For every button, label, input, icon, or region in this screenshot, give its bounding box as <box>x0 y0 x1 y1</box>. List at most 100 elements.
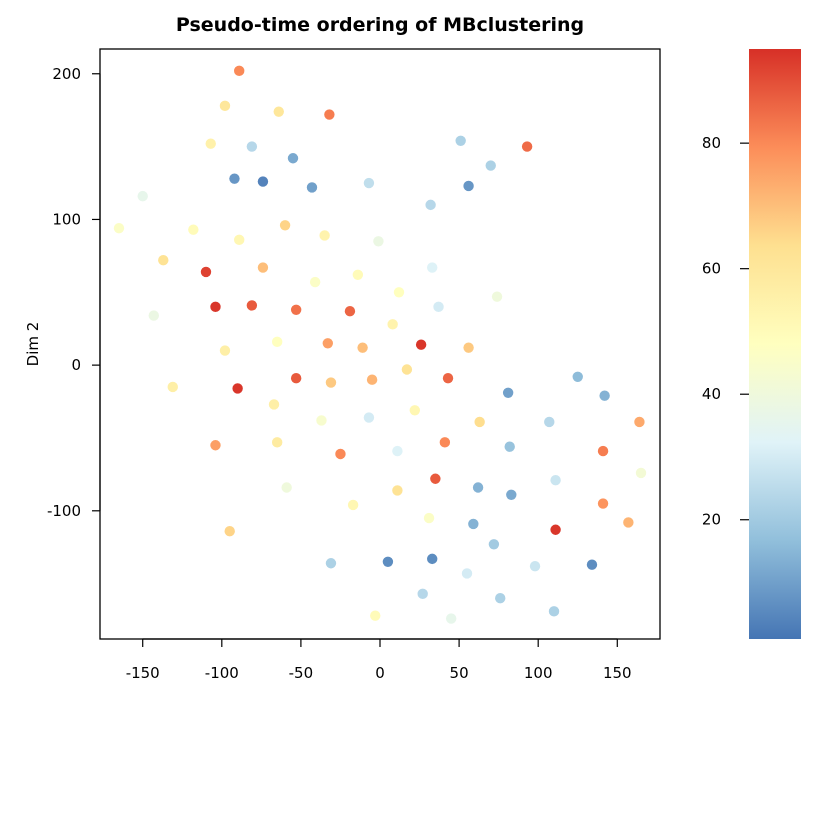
data-point <box>529 560 541 572</box>
data-point <box>387 319 398 330</box>
data-point <box>442 373 454 384</box>
data-point <box>306 182 318 193</box>
data-point <box>468 518 479 530</box>
data-points <box>113 65 647 624</box>
y-tick-label: 200 <box>52 65 81 83</box>
y-tick-label: 0 <box>71 356 81 374</box>
x-tick-label: 0 <box>375 664 385 682</box>
data-point <box>415 339 427 350</box>
data-point <box>268 399 280 410</box>
data-point <box>597 498 609 509</box>
data-point <box>200 266 212 278</box>
y-axis: -100 0 100 200 <box>47 65 101 520</box>
data-point <box>572 371 583 382</box>
data-point <box>347 499 359 511</box>
data-point <box>316 415 327 426</box>
data-point <box>287 153 299 164</box>
data-point <box>495 593 506 604</box>
data-point <box>210 440 221 451</box>
data-point <box>485 160 496 171</box>
data-point <box>392 445 403 457</box>
data-point <box>357 342 368 353</box>
colorbar-tick-label: 60 <box>702 260 721 278</box>
data-point <box>290 304 302 315</box>
data-point <box>635 467 647 479</box>
data-point <box>550 524 561 535</box>
data-point <box>335 448 346 460</box>
data-point <box>548 606 560 617</box>
data-point <box>219 100 231 112</box>
data-point <box>325 558 337 569</box>
data-point <box>427 262 438 273</box>
data-point <box>344 306 356 317</box>
data-point <box>167 381 178 393</box>
data-point <box>246 141 258 152</box>
colorbar-tick-label: 40 <box>702 385 721 403</box>
data-point <box>586 559 598 570</box>
y-axis-label: Dim 2 <box>24 322 42 367</box>
data-point <box>455 135 466 146</box>
data-point <box>229 173 240 184</box>
data-point <box>271 336 283 348</box>
data-point <box>373 236 384 247</box>
data-point <box>461 568 473 579</box>
data-point <box>634 416 645 428</box>
data-point <box>521 141 533 152</box>
colorbar <box>749 49 801 639</box>
x-tick-label: 100 <box>524 664 553 682</box>
data-point <box>205 138 216 149</box>
data-point <box>232 383 243 394</box>
data-point <box>502 387 514 399</box>
data-point <box>273 106 284 117</box>
data-point <box>363 177 375 189</box>
data-point <box>550 475 561 486</box>
data-point <box>423 512 435 524</box>
data-point <box>281 482 292 493</box>
data-point <box>363 412 375 423</box>
colorbar-tick-label: 80 <box>702 134 721 152</box>
data-point <box>430 473 441 484</box>
x-tick-label: -100 <box>205 664 239 682</box>
data-point <box>417 588 428 600</box>
colorbar-ticks: 20 40 60 80 <box>702 134 749 529</box>
data-point <box>401 364 413 375</box>
data-point <box>472 482 484 493</box>
data-point <box>463 342 474 353</box>
data-point <box>290 373 302 384</box>
data-point <box>188 224 199 235</box>
data-point <box>322 338 333 349</box>
data-point <box>158 255 169 266</box>
data-point <box>474 416 485 428</box>
data-point <box>219 345 231 356</box>
data-point <box>366 374 378 385</box>
data-point <box>425 199 436 211</box>
data-point <box>504 441 515 452</box>
data-point <box>325 377 337 388</box>
data-point <box>279 220 291 231</box>
y-tick-label: -100 <box>47 502 81 520</box>
data-point <box>148 310 159 321</box>
colorbar-tick-label: 20 <box>702 511 721 529</box>
data-point <box>623 517 634 528</box>
data-point <box>491 291 503 302</box>
x-tick-label: 150 <box>603 664 632 682</box>
data-point <box>352 269 364 281</box>
data-point <box>597 445 609 457</box>
data-point <box>544 416 555 428</box>
data-point <box>599 390 610 401</box>
data-point <box>439 437 451 448</box>
data-point <box>427 553 438 565</box>
data-point <box>246 300 258 311</box>
data-point <box>137 190 148 202</box>
data-point <box>234 234 245 246</box>
data-point <box>234 65 245 77</box>
data-point <box>113 222 125 234</box>
y-tick-label: 100 <box>52 210 81 228</box>
x-axis: -150 -100 -50 0 50 100 150 <box>126 638 632 682</box>
data-point <box>271 437 283 448</box>
data-point <box>309 276 321 288</box>
data-point <box>210 301 221 313</box>
data-point <box>393 287 405 298</box>
data-point <box>224 525 235 537</box>
